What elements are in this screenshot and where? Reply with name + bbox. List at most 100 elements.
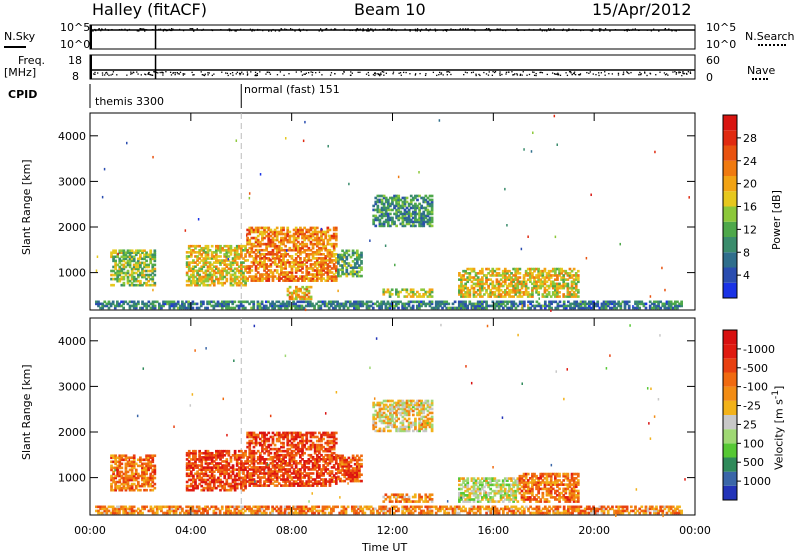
power-panel-echo — [374, 302, 377, 306]
velocity-panel-echo — [136, 488, 140, 492]
power-panel-echo — [214, 267, 218, 271]
power-panel-echo — [460, 304, 463, 308]
power-panel-echo — [353, 306, 356, 310]
power-panel-echo — [554, 291, 557, 294]
power-panel-echo — [187, 269, 191, 273]
power-panel-echo — [252, 230, 256, 234]
power-panel-echo — [551, 269, 555, 273]
power-panel-echo — [337, 268, 340, 272]
power-panel-echo — [206, 257, 210, 260]
power-panel-echo — [299, 275, 302, 278]
nsearch-point — [454, 29, 457, 31]
power-panel-echo — [241, 306, 245, 310]
power-panel-echo — [562, 286, 566, 290]
power-panel-echo — [397, 300, 400, 304]
power-panel-echo — [204, 279, 208, 283]
power-panel-echo — [217, 249, 220, 252]
power-panel-echo — [286, 273, 290, 276]
velocity-panel-echo — [189, 458, 193, 461]
velocity-panel-echo — [132, 474, 136, 478]
power-panel-echo — [376, 218, 380, 222]
nave-point — [383, 71, 385, 73]
power-panel-echo — [514, 267, 518, 271]
power-panel-echo — [223, 267, 227, 271]
power-panel-echo — [210, 244, 214, 248]
velocity-panel-echo — [286, 451, 290, 455]
velocity-panel-echo — [235, 456, 239, 459]
power-panel-echo — [380, 206, 384, 210]
nsearch-point — [285, 28, 288, 31]
power-panel-echo — [192, 275, 195, 279]
power-panel-echo — [512, 288, 515, 292]
velocity-panel-echo — [219, 456, 222, 459]
nave-point — [304, 73, 306, 75]
velocity-panel-echo — [229, 470, 233, 474]
power-panel-echo — [269, 259, 273, 262]
power-panel-echo — [313, 250, 317, 254]
power-panel-echo — [324, 255, 328, 258]
power-panel-echo — [341, 257, 344, 261]
power-panel-echo — [157, 302, 161, 306]
power-panel-echo — [460, 306, 463, 310]
velocity-panel-echo — [250, 476, 254, 479]
power-panel-echo — [315, 257, 319, 260]
nave-point — [169, 71, 172, 74]
power-panel-echo — [413, 300, 417, 304]
power-panel-echo — [214, 251, 218, 254]
power-panel-echo — [657, 300, 660, 304]
power-panel-echo — [263, 248, 266, 252]
power-panel-echo — [250, 306, 253, 310]
velocity-panel-echo — [286, 437, 290, 441]
power-panel-echo — [508, 269, 511, 273]
nave-point — [174, 72, 177, 74]
power-panel-echo — [606, 302, 610, 306]
nsearch-point — [151, 29, 153, 31]
velocity-panel-echo — [275, 455, 279, 459]
nave-point — [540, 71, 542, 73]
power-panel-echo — [347, 272, 351, 276]
power-panel-echo — [303, 232, 306, 236]
power-panel-echo — [299, 250, 302, 254]
power-panel-echo — [483, 306, 486, 310]
power-panel-echo — [510, 282, 513, 286]
power-panel-echo — [320, 263, 323, 266]
power-panel-echo — [267, 236, 271, 240]
power-panel-echo — [153, 281, 157, 285]
power-panel-echo — [313, 304, 316, 308]
velocity-panel-echo — [132, 456, 136, 460]
velocity-panel-echo — [252, 455, 256, 459]
power-panel-echo — [526, 291, 530, 294]
power-panel-echo — [518, 302, 522, 306]
power-panel-echo — [458, 288, 461, 292]
power-panel-echo — [212, 271, 216, 275]
velocity-panel-echo — [189, 488, 193, 492]
power-panel-echo — [248, 252, 252, 256]
velocity-panel-echo — [208, 470, 212, 474]
power-panel-echo — [208, 267, 212, 271]
power-panel-echo — [418, 300, 421, 304]
velocity-panel-echo — [192, 480, 195, 484]
power-panel-echo — [320, 277, 323, 280]
power-panel-echo — [462, 293, 465, 296]
velocity-panel-echo — [114, 456, 117, 460]
power-panel-echo — [554, 295, 557, 298]
power-panel-echo — [462, 274, 465, 277]
nave-point — [155, 71, 157, 73]
power-panel-echo — [200, 281, 204, 285]
power-panel-echo — [206, 246, 210, 250]
power-panel-echo — [503, 280, 507, 284]
velocity-panel-echo — [242, 480, 245, 484]
power-panel-noise — [661, 266, 663, 270]
power-panel-echo — [141, 257, 144, 261]
power-panel-echo — [330, 267, 334, 270]
velocity-panel-echo — [237, 476, 241, 480]
velocity-panel-echo — [118, 472, 122, 476]
velocity-panel-echo — [290, 457, 294, 461]
power-panel-echo — [355, 272, 359, 276]
power-panel-noise — [472, 306, 474, 310]
power-panel-echo — [572, 293, 576, 296]
power-panel-echo — [384, 208, 388, 212]
power-panel-echo — [405, 212, 409, 216]
velocity-panel-echo — [286, 464, 290, 467]
power-panel-echo — [101, 304, 105, 308]
